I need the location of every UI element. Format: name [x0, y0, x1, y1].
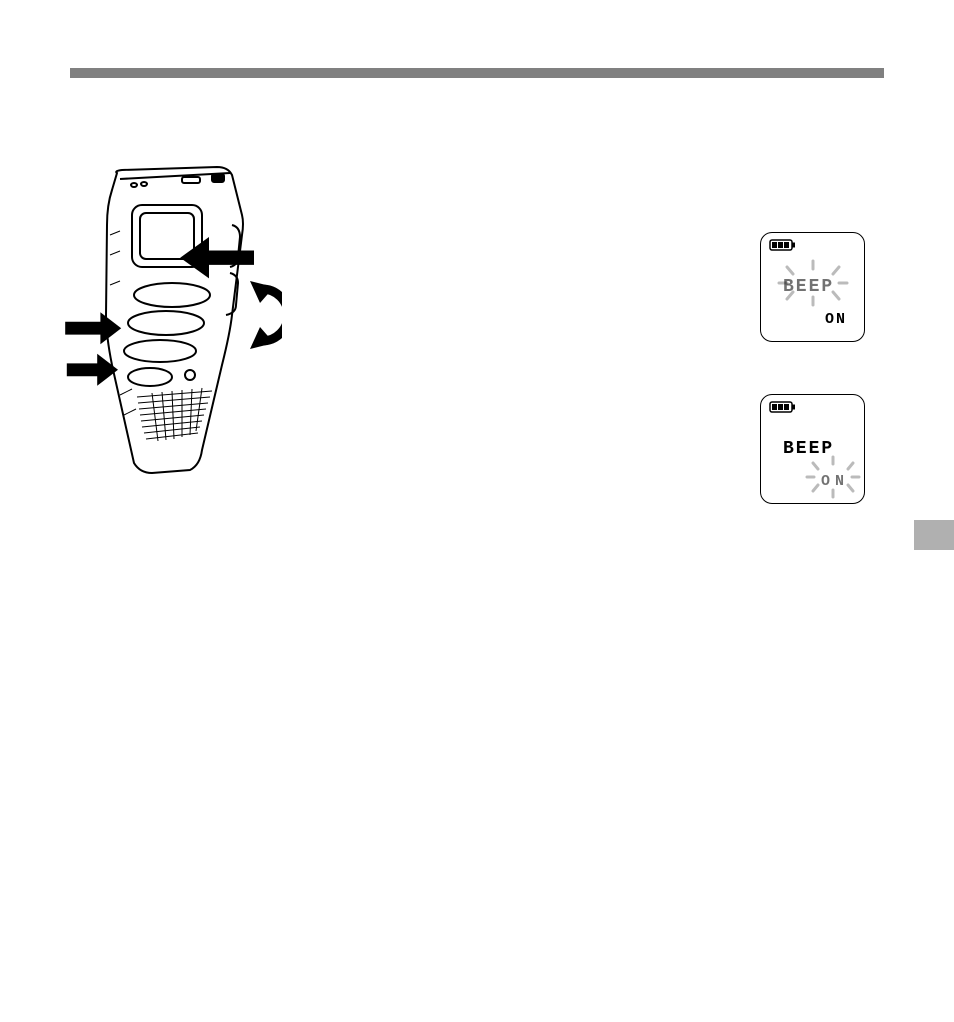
lcd-display-1: BEEP ON — [760, 232, 865, 342]
lcd2-line1: BEEP — [783, 439, 834, 459]
arrow-to-button-1-icon — [65, 312, 121, 344]
battery-icon — [769, 401, 797, 413]
curved-arrow-icon — [250, 281, 282, 349]
page-side-tab — [914, 520, 954, 550]
lcd1-line1: BEEP — [783, 277, 834, 297]
lcd-display-2: BEEP ON — [760, 394, 865, 504]
lcd2-line2: ON — [821, 473, 849, 490]
arrow-to-side-button-icon — [180, 237, 254, 278]
device-svg — [62, 165, 282, 475]
battery-icon — [769, 239, 797, 251]
lcd1-line2: ON — [825, 311, 847, 328]
page-header-bar — [70, 68, 884, 78]
device-illustration — [62, 165, 282, 475]
